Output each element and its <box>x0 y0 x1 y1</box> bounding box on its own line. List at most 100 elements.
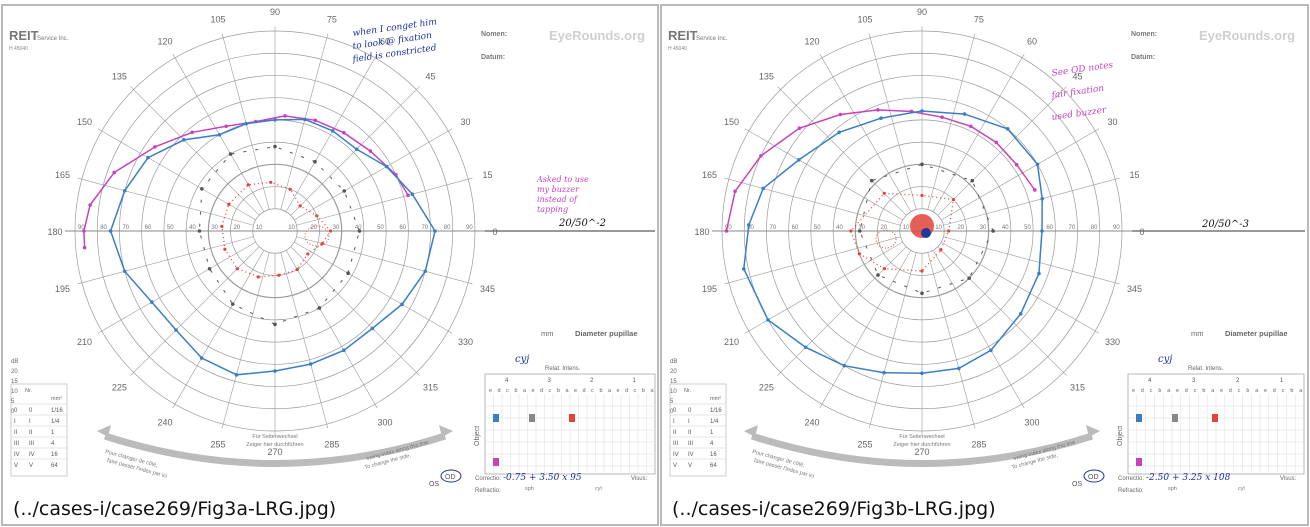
key-swatch-blue <box>1136 414 1142 422</box>
isopter-i3e-point <box>346 271 350 276</box>
key-table-cell: 0 <box>14 408 18 414</box>
key-table-cell: II <box>673 430 677 436</box>
isopter-v4e-point <box>368 149 373 153</box>
isopter-i3e-point <box>273 322 277 327</box>
isopter-v4e-point <box>797 126 802 130</box>
angle-label-45: 45 <box>1073 71 1083 81</box>
isopter-i2e-point <box>857 252 861 256</box>
isopter-i4e <box>743 110 1043 374</box>
isopter-v4e-point <box>838 112 843 117</box>
arc-arrow-right-icon <box>439 425 453 437</box>
isopter-i4e-point <box>122 269 127 274</box>
radius-label-left-40: 40 <box>836 225 843 231</box>
pupil-label: Diameter pupillae <box>1225 329 1288 338</box>
meridian-300 <box>285 250 378 409</box>
radius-label-right-90: 90 <box>466 225 473 231</box>
key-table <box>10 383 68 477</box>
isopter-i4e-point <box>761 186 765 191</box>
radius-label-left-80: 80 <box>100 225 107 231</box>
angle-label-165: 165 <box>702 170 717 180</box>
isopter-v4e-point <box>969 124 973 129</box>
key-swatch-magenta <box>493 458 499 466</box>
isopter-i2e-point <box>951 197 956 202</box>
angle-label-270: 270 <box>914 447 929 457</box>
isopter-i2e <box>221 181 332 278</box>
isopter-i4e-point <box>410 192 415 196</box>
key-table-cell: III <box>29 441 34 447</box>
radius-label-left-10: 10 <box>256 225 263 231</box>
isopter-i3e-point <box>207 266 212 271</box>
meridian-240 <box>172 250 265 409</box>
isopter-i4e-point <box>384 164 389 169</box>
angle-label-30: 30 <box>461 117 471 127</box>
figure-caption-a[interactable]: (../cases-i/case269/Fig3a-LRG.jpg) <box>13 498 337 520</box>
figure-caption-b[interactable]: (../cases-i/case269/Fig3b-LRG.jpg) <box>672 498 996 520</box>
angle-label-180: 180 <box>694 227 709 237</box>
intensity-letter: a <box>1299 388 1303 394</box>
isopter-v4e-point <box>82 245 87 250</box>
angle-label-180: 180 <box>47 227 62 237</box>
meridian-330 <box>294 241 453 334</box>
pupil-unit: mm <box>541 329 554 338</box>
correction-label: Correctio: <box>1118 476 1144 482</box>
isopter-i4e-point <box>1005 127 1010 131</box>
isopter-i4e-point <box>342 348 346 353</box>
isopter-i2e-point <box>939 248 943 252</box>
figure-cell-a: EyeRounds.org REIT Service Inc. H 45040 Nome… <box>1 4 659 526</box>
angle-label-315: 315 <box>423 383 438 393</box>
radius-label-right-70: 70 <box>422 225 429 231</box>
meridian-135 <box>130 86 260 216</box>
isopter-i4e-point <box>330 129 335 133</box>
meridian-45 <box>290 86 420 216</box>
visus-label: Visus: <box>1280 476 1297 482</box>
refraction-label: Refractio: <box>1118 488 1144 494</box>
angle-label-30: 30 <box>1108 117 1118 127</box>
meridian-285 <box>927 252 976 429</box>
isopter-v4e-point <box>994 140 999 145</box>
angle-label-240: 240 <box>157 418 172 428</box>
handwritten-note-right-2: instead of <box>537 195 579 204</box>
angle-label-90: 90 <box>917 7 927 17</box>
db-label-5: 0 <box>670 409 674 415</box>
isopter-i3e-point <box>991 229 995 233</box>
intensity-letter: d <box>1185 388 1188 394</box>
sph-label: sph <box>525 486 534 492</box>
db-label-0: dB <box>11 359 18 365</box>
intensity-letter: d <box>1229 388 1232 394</box>
key-table-cell: I <box>688 419 690 425</box>
correction-label: Correctio: <box>475 476 501 482</box>
blind-spot <box>875 229 897 249</box>
key-table-cell: 4 <box>710 441 714 447</box>
isopter-i3e <box>859 163 994 294</box>
intensity-letter: c <box>1238 388 1241 394</box>
intensity-letter: e <box>1176 388 1179 394</box>
intensity-group-1: 1 <box>1280 378 1284 384</box>
cyl-label: cyl <box>595 486 602 492</box>
isopter-i4e-point <box>920 109 924 113</box>
isopter-i4e-point <box>766 318 770 322</box>
radius-label-left-90: 90 <box>78 225 85 231</box>
correction-value: -2.50 + 3.25 x 108 <box>1146 473 1231 483</box>
angle-label-225: 225 <box>759 383 774 393</box>
isopter-i2e-point <box>306 252 310 256</box>
key-swatch-red <box>1212 414 1218 422</box>
watermark: EyeRounds.org <box>1199 28 1295 43</box>
intensity-letter: b <box>1246 388 1249 394</box>
radius-label-left-60: 60 <box>145 225 152 231</box>
db-label-4: 5 <box>11 399 15 405</box>
os-label: OS <box>1072 481 1082 488</box>
isopter-i4e-point <box>150 300 154 304</box>
isopter-i3e-point <box>920 291 924 296</box>
key-table-cell: 1/4 <box>51 419 60 425</box>
db-label-3: 10 <box>670 389 677 395</box>
meridian-315 <box>937 246 1067 376</box>
key-table-cell: III <box>14 441 19 447</box>
isopter-i4e-point <box>303 117 307 122</box>
radius-label-right-60: 60 <box>399 225 406 231</box>
angle-label-45: 45 <box>426 71 436 81</box>
correction-value: -0.75 + 3.50 x 95 <box>503 473 582 483</box>
key-table-cell: 16 <box>51 452 58 458</box>
intensity-letter: e <box>532 388 535 394</box>
isopter-i4e-point <box>920 371 924 376</box>
